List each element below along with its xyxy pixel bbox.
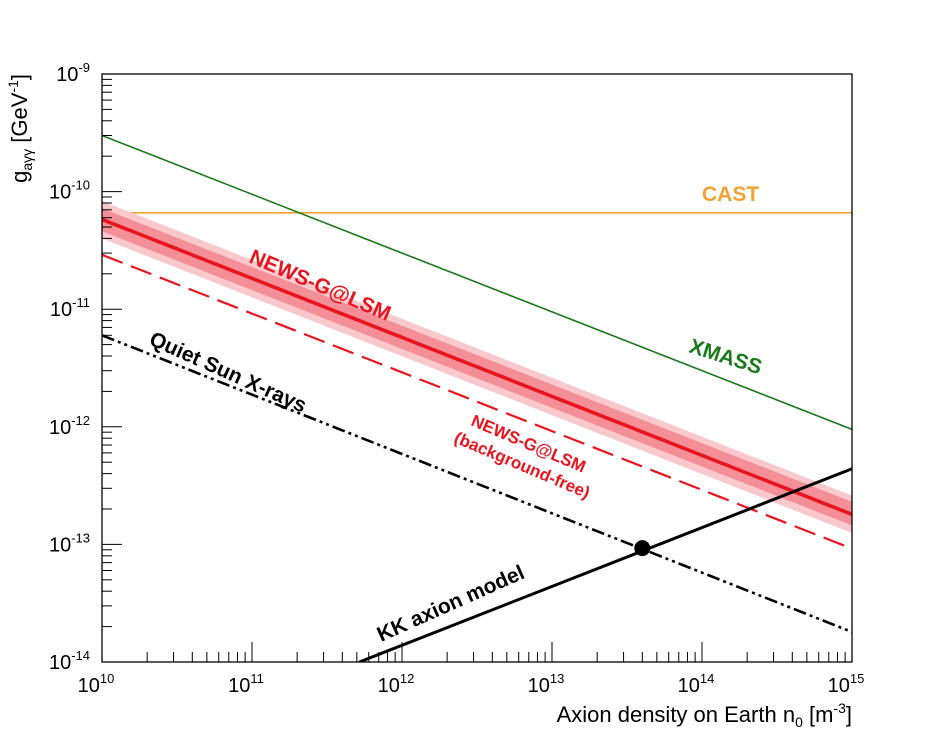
x-tick-label: 1011 — [228, 671, 264, 697]
plot-frame — [101, 73, 853, 663]
y-tick-label: 10-12 — [49, 413, 90, 439]
y-axis-title: gaγγ [GeV-1] — [5, 74, 35, 183]
x-tick-label: 1015 — [828, 671, 865, 697]
x-tick-label: 1013 — [528, 671, 565, 697]
y-tick-label: 10-11 — [50, 295, 90, 321]
series-news-g-lsm-line — [102, 217, 852, 517]
x-axis-title: Axion density on Earth n0 [m-3] — [557, 700, 852, 730]
intersection-marker-0 — [634, 540, 651, 557]
y-tick-label: 10-13 — [49, 530, 90, 556]
series-kk-axion-model-line — [358, 467, 852, 662]
label-xmass: XMASS — [686, 335, 764, 379]
y-tick-label: 10-10 — [49, 178, 90, 204]
series-layer — [102, 134, 852, 662]
label-cast: CAST — [702, 183, 759, 206]
y-tick-label: 10-9 — [56, 60, 90, 86]
x-tick-label: 1014 — [678, 671, 715, 697]
y-tick-label: 10-14 — [49, 648, 90, 674]
tick-label-layer: 1010 1011 1012 1013 1014 1015 10-9 10-10 10-11 10… — [49, 60, 864, 697]
series-news-g-lsm-background-free-line — [102, 253, 852, 550]
x-tick-label: 1012 — [378, 671, 415, 697]
tick-layer — [101, 73, 853, 663]
series-xmass-line — [102, 134, 852, 431]
label-quiet-sun: Quiet Sun X-rays — [146, 328, 310, 418]
x-tick-label: 1010 — [78, 671, 115, 697]
series-quiet-sun-x-rays-line — [102, 334, 852, 634]
